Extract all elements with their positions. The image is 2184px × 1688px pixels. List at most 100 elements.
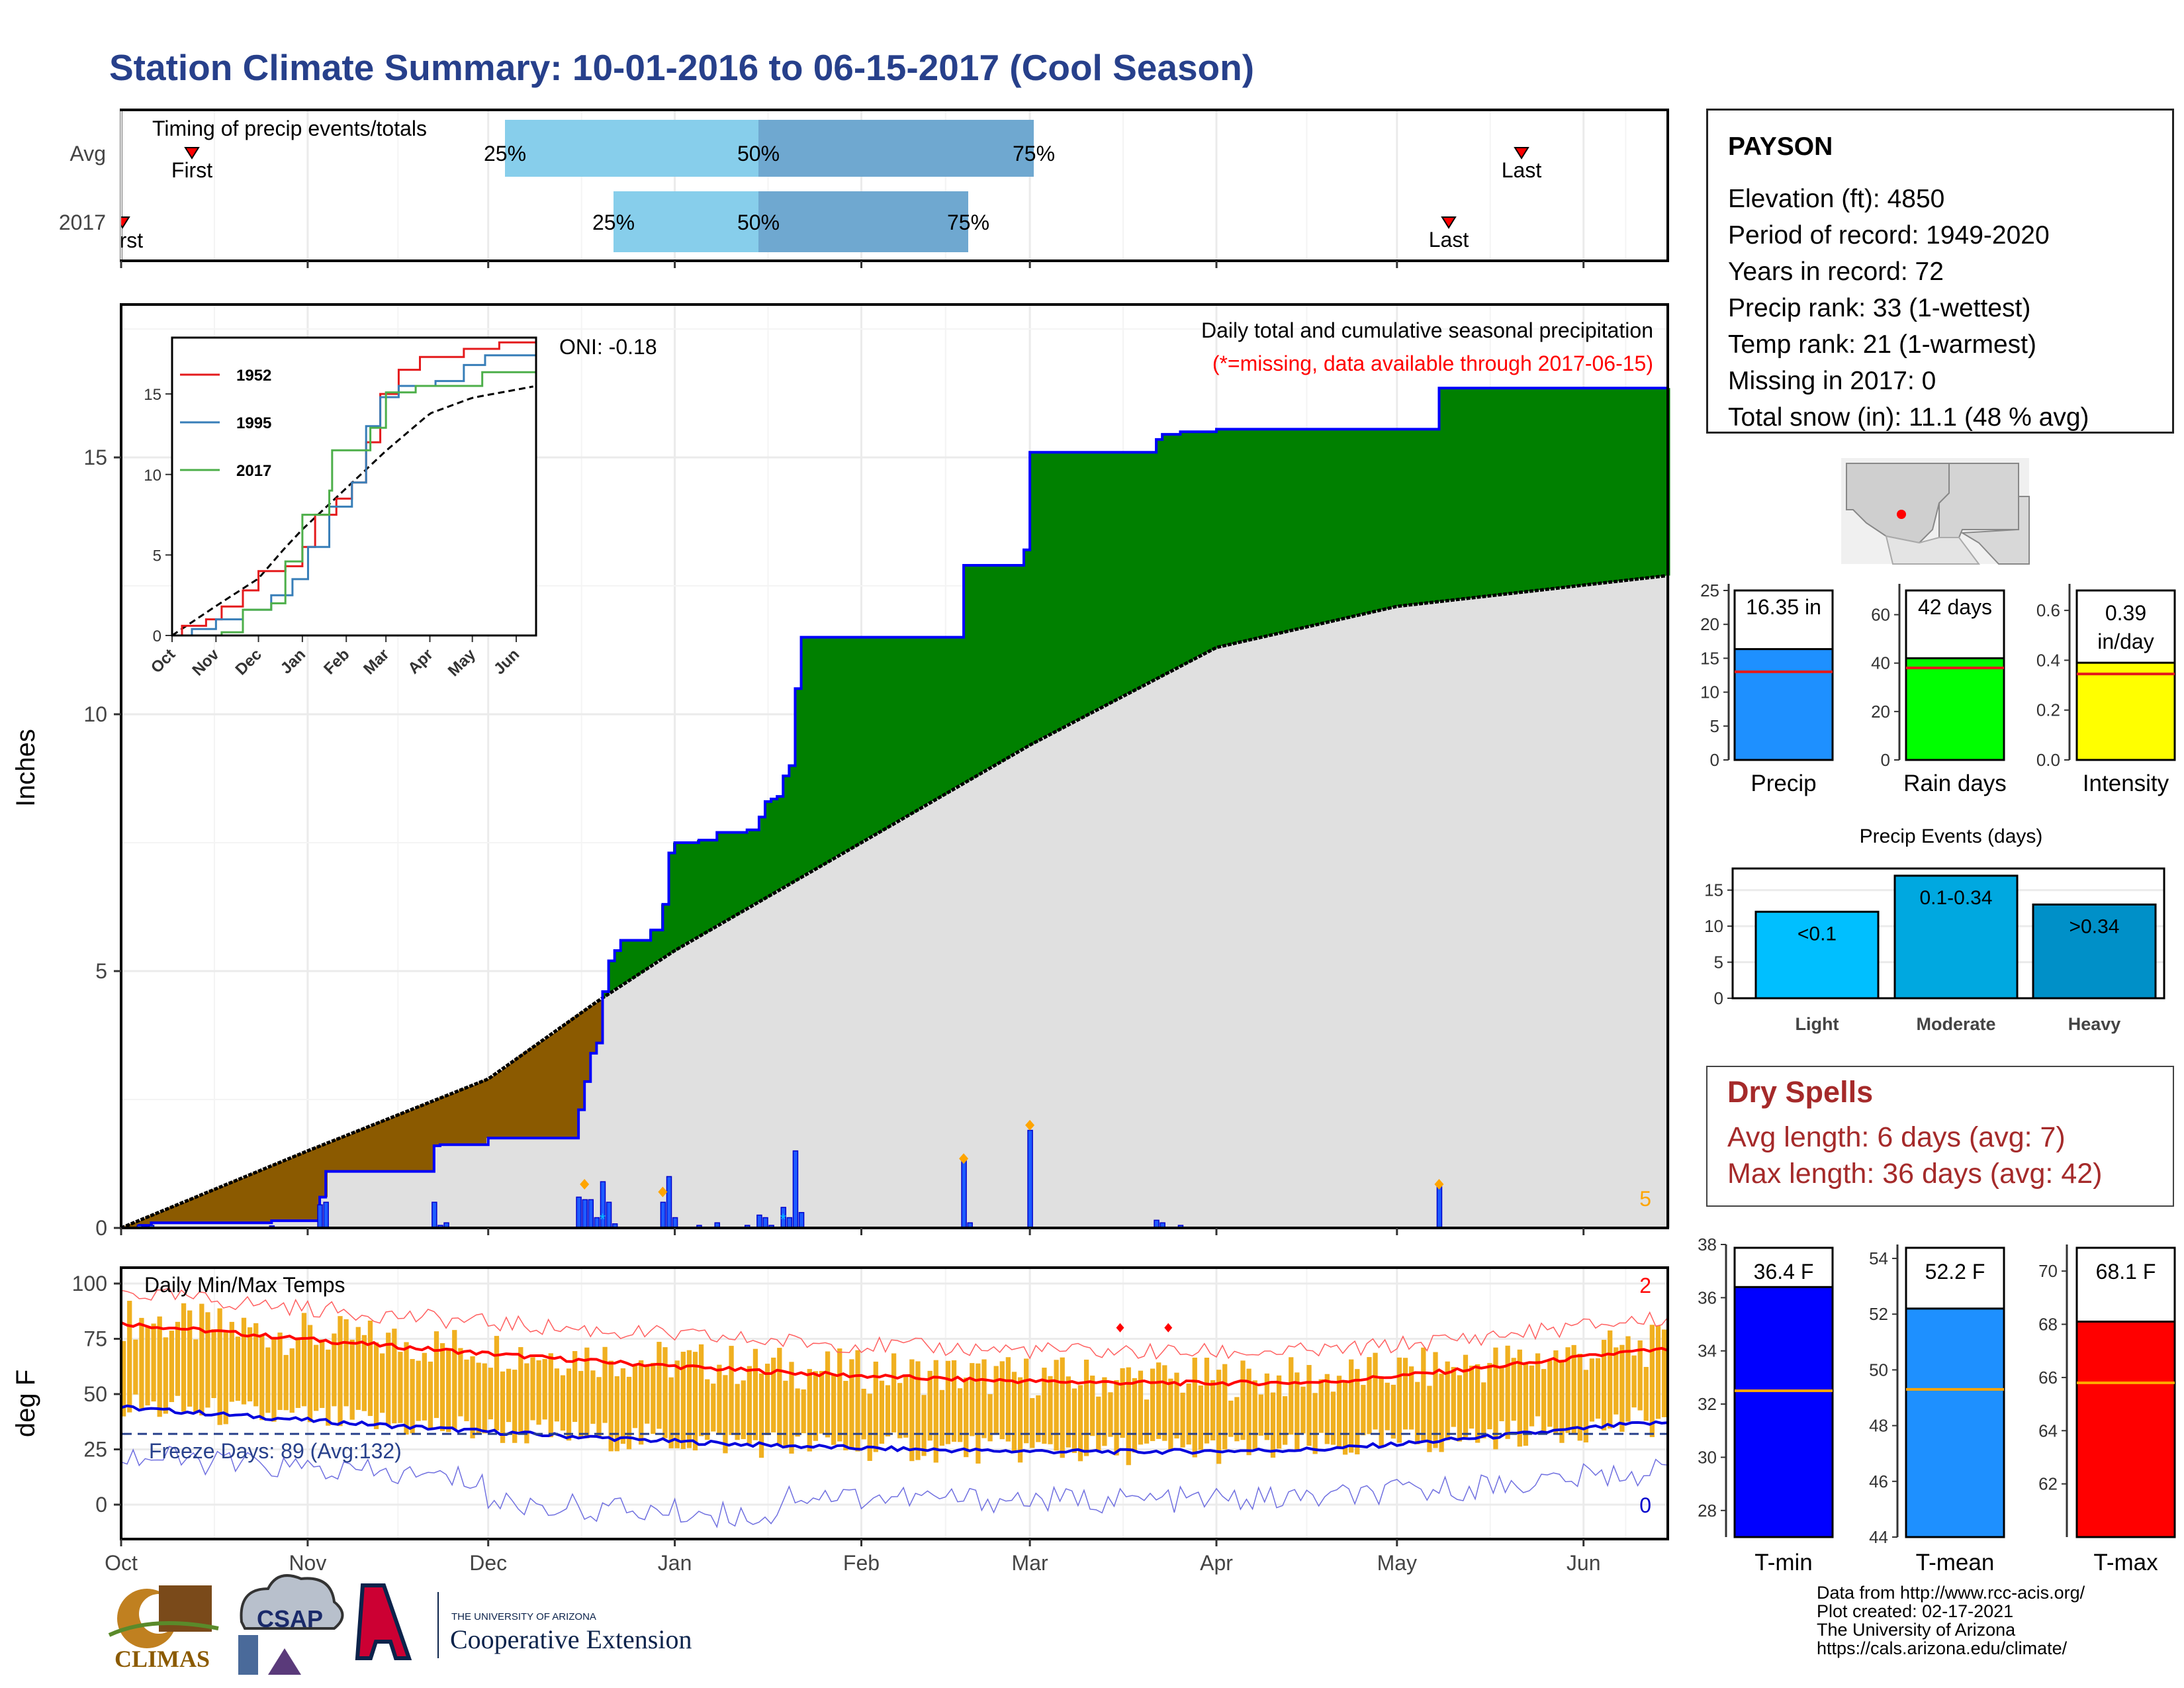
avg-area [471,1085,475,1228]
avg-area [328,1142,332,1228]
y2017-25-50-bar [614,191,758,252]
daily-temp-bar [873,1361,878,1452]
daily-temp-bar [891,1353,897,1432]
avg-area [1070,723,1075,1228]
above-average-area [1046,452,1051,735]
daily-temp-bar [1439,1374,1444,1452]
daily-temp-bar [662,1347,668,1438]
avg-area [709,929,713,1228]
above-average-area [1594,388,1599,584]
avg-area [1233,643,1238,1228]
mini-category-label: Intensity [2083,771,2169,796]
avg-area [1138,687,1142,1228]
record-high-count: 2 [1639,1274,1651,1297]
below-average-area [340,1137,344,1172]
avg-area [756,902,761,1228]
avg-area [645,968,650,1228]
avg-area [1384,608,1388,1228]
above-average-area [1134,452,1138,690]
daily-temp-bar [1445,1361,1450,1440]
above-average-area [872,637,876,836]
above-average-area [1304,429,1309,628]
y2017-p75-label: 75% [947,211,989,234]
missing-marker: * [780,1211,786,1229]
daily-temp-bar [620,1368,626,1444]
avg-area [1618,581,1623,1228]
daily-temp-bar [181,1303,187,1412]
above-average-area [1392,429,1396,608]
daily-temp-bar [1210,1380,1216,1440]
below-average-area [141,1219,146,1226]
above-average-area [1527,388,1531,592]
mini-tick-label: 0 [1881,750,1890,770]
daily-temp-bar [1571,1344,1576,1434]
daily-temp-bar [1511,1358,1516,1421]
daily-temp-bar [271,1339,277,1422]
above-average-area [645,940,650,969]
above-average-area [1515,388,1520,593]
avg-area [1515,592,1520,1228]
y-tick-label: 100 [72,1272,107,1295]
above-average-area [649,929,654,966]
daily-temp-bar [494,1336,500,1431]
daily-temp-bar [1625,1336,1631,1422]
daily-temp-bar [614,1376,619,1452]
avg-area [947,792,952,1228]
temp-summary-label: T-mean [1916,1550,1995,1575]
avg-area [1491,595,1496,1228]
daily-temp-bar [1222,1364,1228,1450]
daily-temp-bar [976,1363,981,1464]
below-average-area [546,1036,551,1139]
daily-temp-bar [645,1366,650,1424]
above-average-area [848,637,852,850]
above-average-area [852,637,856,847]
above-average-area [931,637,936,802]
avg-area [347,1134,352,1228]
daily-temp-bar [970,1363,975,1436]
above-average-area [617,950,622,987]
timing-label: Timing of precip events/totals [152,117,427,140]
csap-logo-text: CSAP [257,1605,323,1632]
inset-legend-label: 1995 [236,414,271,432]
daily-temp-bar [1114,1380,1119,1456]
avg-area [653,963,658,1228]
below-average-area [451,1093,455,1145]
above-average-area [741,832,745,912]
month-tick-label: Apr [1200,1551,1233,1575]
above-average-area [971,565,976,778]
avg-area [1225,645,1230,1228]
avg-area [788,884,793,1228]
above-average-area [737,832,741,914]
above-average-area [1173,434,1178,669]
above-average-area [935,637,940,799]
avg-area [455,1091,459,1228]
above-average-area [1364,429,1369,614]
station-marker [1897,510,1906,519]
above-average-area [1408,429,1412,605]
avg-area [1193,658,1198,1228]
below-average-area [363,1127,368,1172]
daily-temp-bar [1324,1374,1330,1444]
above-average-area [1058,452,1063,729]
event-bar [1754,910,1880,1000]
below-average-area [443,1096,447,1145]
avg-area [685,943,690,1228]
avg-area [840,854,844,1228]
avg-last-marker [1514,147,1529,160]
daily-temp-bar [1649,1325,1655,1437]
avg-area [856,845,860,1228]
footer-url: https://cals.arizona.edu/climate/ [1817,1638,2068,1658]
y-tick-label: 5 [95,959,107,983]
daily-temp-bar [1042,1368,1047,1444]
above-average-area [1015,565,1019,753]
avg-area [923,806,928,1228]
daily-temp-bar [1330,1391,1336,1445]
below-average-area [586,1008,590,1082]
inset-y-tick-label: 5 [153,547,161,565]
page-title: Station Climate Summary: 10-01-2016 to 0… [109,47,1255,88]
avg-area [1578,585,1583,1228]
dry-spells-avg: Avg length: 6 days (avg: 7) [1727,1121,2066,1153]
avg-area [852,847,856,1228]
avg-area [1066,725,1071,1228]
below-average-area [562,1025,567,1139]
